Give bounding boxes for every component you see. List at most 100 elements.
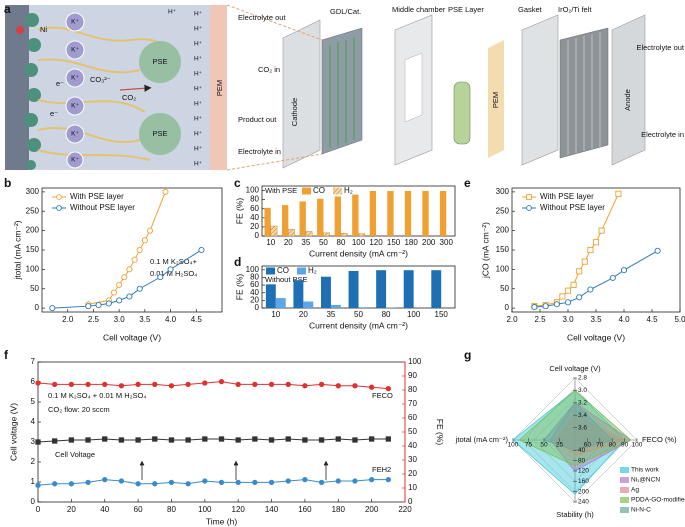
bar <box>369 191 377 236</box>
radar-tick-label: 75 <box>525 442 533 449</box>
marker <box>302 383 308 389</box>
potassium-ions <box>65 12 85 169</box>
potassium-label: K⁺ <box>71 131 79 138</box>
marker <box>35 380 41 386</box>
marker <box>35 439 41 445</box>
marker <box>168 479 175 486</box>
series-line <box>37 438 389 443</box>
polymer-chains <box>37 26 176 161</box>
legend-marker <box>56 194 62 200</box>
marker <box>95 301 102 309</box>
bar <box>340 233 348 237</box>
marker <box>553 301 560 308</box>
marker <box>49 305 56 312</box>
radar-tick-label: 100 <box>632 442 643 449</box>
bar <box>305 231 313 237</box>
radar-tick-label: 240 <box>578 499 589 506</box>
annotation: 0.01 M H₂SO₄ <box>150 269 197 278</box>
marker <box>131 256 138 263</box>
bar <box>358 307 369 308</box>
bar <box>303 301 314 308</box>
y-tick-label: 0 <box>35 303 40 312</box>
y-tick-label: 250 <box>496 206 510 215</box>
legend-swatch <box>302 187 311 195</box>
legend-swatch <box>266 267 275 275</box>
marker <box>202 436 208 442</box>
bar <box>387 191 394 236</box>
co2-label: CO₂ <box>122 93 136 102</box>
y-axis-label: FE (%) <box>234 274 244 301</box>
marker <box>368 384 375 390</box>
marker <box>118 383 125 389</box>
cell-label: Anode <box>623 89 632 111</box>
cell-label: PEM <box>491 92 500 108</box>
x-tick-label: 50 <box>354 310 363 319</box>
x-tick-label: 40 <box>100 505 109 514</box>
end-plate <box>611 14 646 166</box>
end-plate <box>282 19 321 169</box>
bar <box>403 270 414 308</box>
proton-label: H⁺ <box>168 9 176 16</box>
x-tick-label: 220 <box>398 505 412 514</box>
marker <box>146 227 154 234</box>
marker <box>559 293 566 300</box>
legend-label: With PSE layer <box>70 192 124 201</box>
y-tick-label: 3 <box>31 437 36 446</box>
pse-layer <box>453 81 471 145</box>
cell-label: GDL/Cat. <box>330 7 361 16</box>
x-tick-label: 150 <box>435 310 449 319</box>
proton-label: H⁺ <box>194 86 202 93</box>
x-tick-label: 140 <box>265 505 279 514</box>
proton-label: H⁺ <box>194 56 202 63</box>
pem-band <box>210 5 227 170</box>
series-line <box>37 381 389 390</box>
bar <box>348 270 359 308</box>
zoom-lines <box>226 4 323 171</box>
x-axis-label: Time (h) <box>206 516 237 526</box>
x-axis-label: Current density (mA cm⁻²) <box>309 320 408 330</box>
marker <box>385 476 391 483</box>
y2-tick-label: 40 <box>408 441 417 450</box>
annotation: 0.1 M K₂SO₄ + 0.01 M H₂SO₄ <box>48 391 146 400</box>
series-line <box>37 479 389 486</box>
y-tick-label: 50 <box>500 284 509 293</box>
bar <box>321 276 331 308</box>
marker <box>135 481 141 487</box>
y-tick-label: 200 <box>26 226 40 235</box>
marker <box>136 246 143 254</box>
panel-label: d <box>234 255 241 269</box>
y-tick-label: 0 <box>255 231 260 240</box>
marker <box>576 268 583 275</box>
marker <box>136 285 143 292</box>
marker <box>167 266 174 273</box>
marker <box>252 479 258 486</box>
bar <box>352 194 359 236</box>
x-tick-label: 20 <box>67 505 76 514</box>
x-tick-label: 100 <box>198 505 212 514</box>
marker <box>116 297 123 304</box>
bar <box>422 191 429 236</box>
cell-label: Gasket <box>518 5 543 14</box>
marker <box>352 383 358 389</box>
bar <box>299 201 306 236</box>
y-tick-label: 20 <box>250 222 259 231</box>
x-tick-label: 200 <box>365 505 379 514</box>
marker <box>302 437 308 443</box>
y-axis-label: FE (%) <box>234 198 244 225</box>
potassium-label: K⁺ <box>71 19 79 26</box>
legend-label: CO <box>313 186 325 195</box>
x-tick-label: 2.5 <box>88 315 100 324</box>
bar <box>439 191 447 236</box>
electron-label: e⁻ <box>50 109 58 118</box>
schematic: Ni e⁻ e⁻ CO₃²⁻ CO₂ PSE PSE PEM <box>5 5 227 170</box>
gasket <box>521 14 559 166</box>
potassium-label: K⁺ <box>71 75 79 82</box>
panel-label: e <box>464 176 471 190</box>
x-tick-label: 150 <box>387 238 401 247</box>
x-tick-label: 180 <box>332 505 346 514</box>
marker <box>318 479 325 486</box>
proton-label: H⁺ <box>194 161 202 168</box>
marker <box>185 437 191 443</box>
proton-label: H⁺ <box>194 41 202 48</box>
